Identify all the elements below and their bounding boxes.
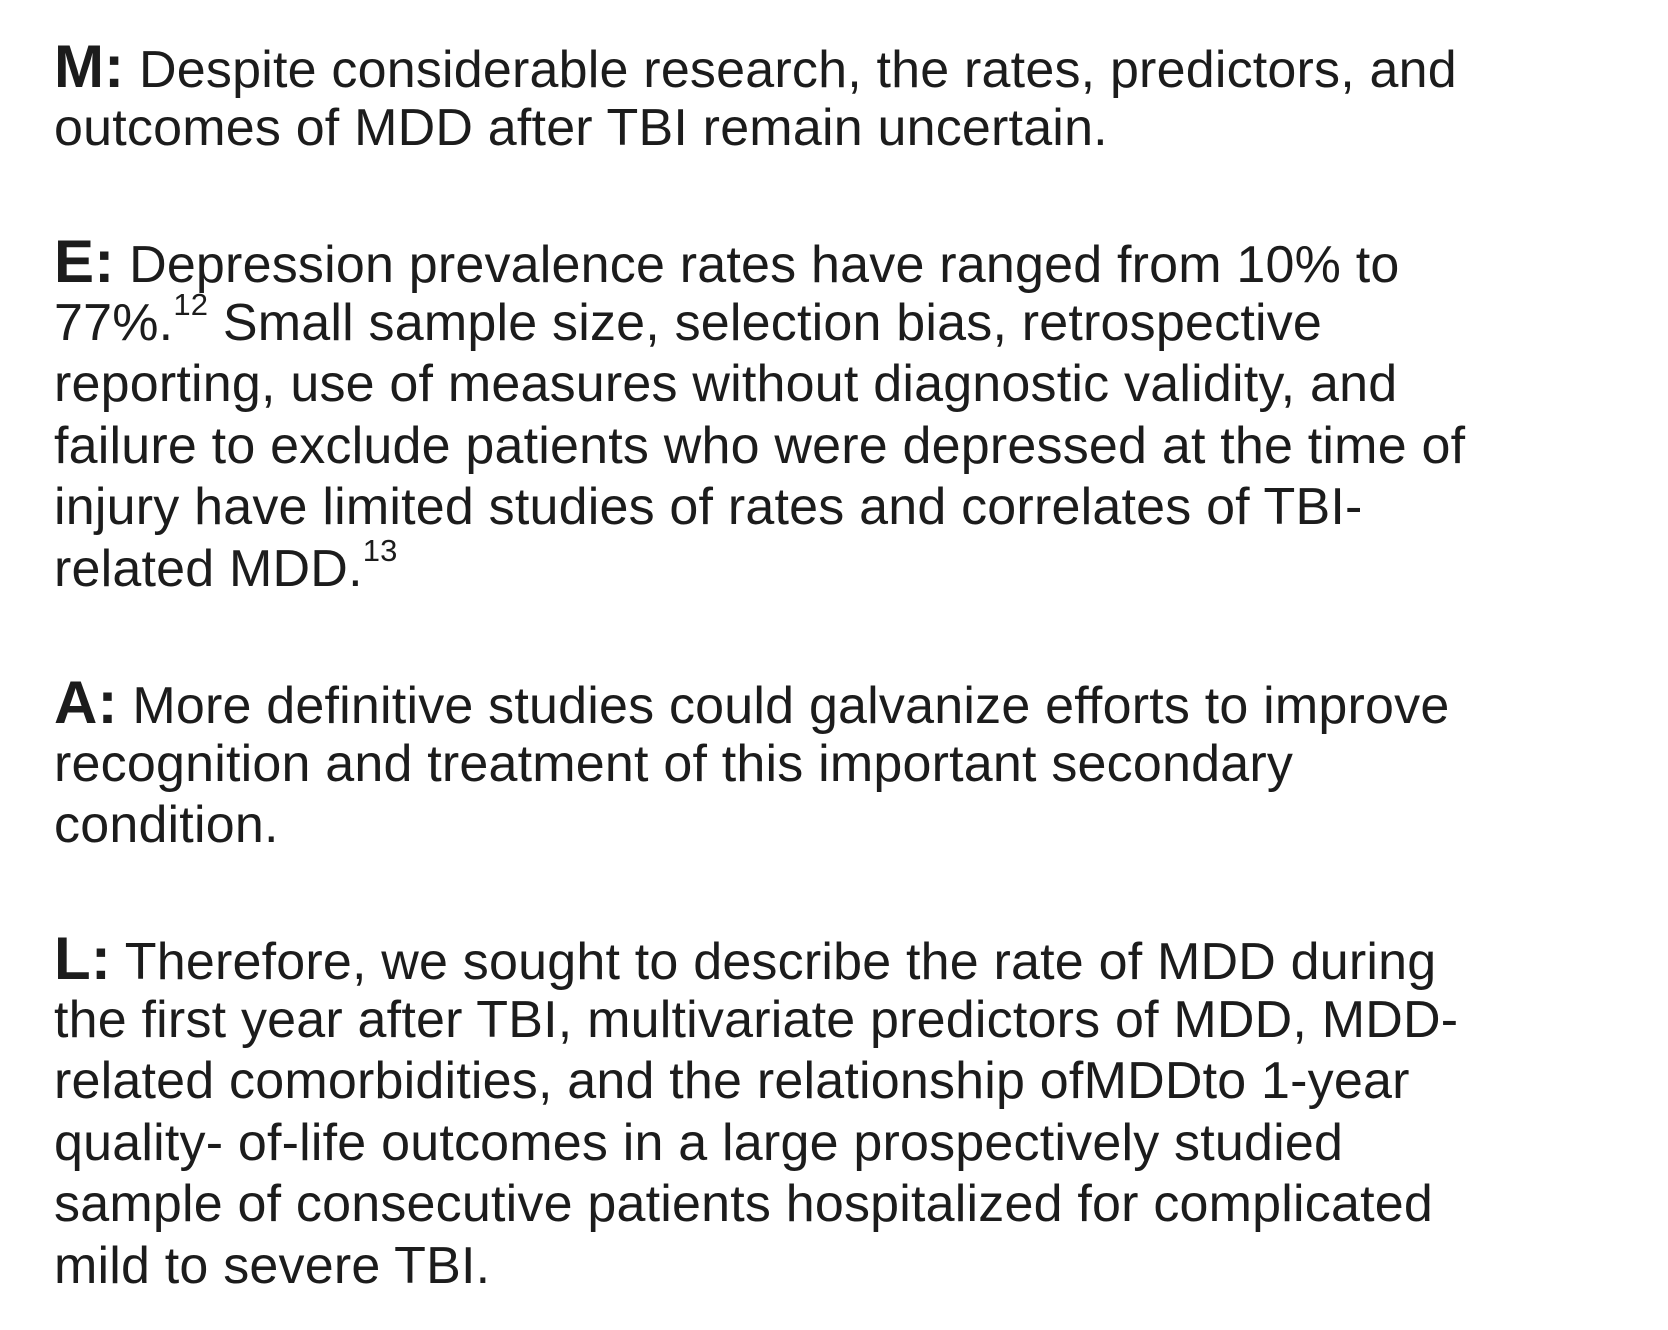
paragraph-m-line-2: outcomes of MDD after TBI remain uncerta… xyxy=(54,98,1108,157)
paragraph-l-line-3: related comorbidities, and the relations… xyxy=(54,1052,1410,1110)
paragraph-e-text-1: Depression prevalence rates have ranged … xyxy=(129,236,1400,294)
paragraph-a-line-3: condition. xyxy=(54,796,279,854)
paragraph-m-text-1: Despite considerable research, the rates… xyxy=(139,41,1457,99)
paragraph-l-letter: L: xyxy=(54,925,112,992)
paragraph-e-line-6: related MDD.13 xyxy=(54,535,1634,601)
paragraph-a: A: More definitive studies could galvani… xyxy=(54,672,1634,857)
paragraph-e-line-1: E: Depression prevalence rates have rang… xyxy=(54,228,1634,295)
reference-13: 13 xyxy=(362,533,398,569)
paragraph-l-text-1: Therefore, we sought to describe the rat… xyxy=(124,933,1437,991)
paragraph-l-line-5: sample of consecutive patients hospitali… xyxy=(54,1175,1433,1233)
paragraph-l-line-6: mild to severe TBI. xyxy=(54,1236,491,1295)
paragraph-l-line-1: L: Therefore, we sought to describe the … xyxy=(54,925,1634,992)
paragraph-e-text-6: related MDD. xyxy=(54,539,363,598)
paragraph-e-line-4: failure to exclude patients who were dep… xyxy=(54,416,1466,475)
paragraph-e-letter: E: xyxy=(54,228,115,295)
paragraph-e-line-2: 77%.12 Small sample size, selection bias… xyxy=(54,289,1634,355)
paragraph-a-line-1: A: More definitive studies could galvani… xyxy=(54,669,1634,736)
paragraph-e-text-2b: Small sample size, selection bias, retro… xyxy=(222,293,1323,352)
paragraph-m: M: Despite considerable research, the ra… xyxy=(54,36,1634,159)
paragraph-m-line-1: M: Despite considerable research, the ra… xyxy=(54,33,1634,100)
paragraph-e-text-2a: 77%. xyxy=(54,293,174,352)
paragraph-a-text-1: More definitive studies could galvanize … xyxy=(132,677,1450,735)
paragraph-l: L: Therefore, we sought to describe the … xyxy=(54,928,1634,1297)
paragraph-l-line-4: quality- of-life outcomes in a large pro… xyxy=(54,1113,1344,1172)
paragraph-e: E: Depression prevalence rates have rang… xyxy=(54,231,1634,600)
paragraph-e-line-5: injury have limited studies of rates and… xyxy=(54,478,1363,536)
paragraph-a-letter: A: xyxy=(54,669,118,736)
paragraph-l-line-2: the first year after TBI, multivariate p… xyxy=(54,990,1459,1049)
reference-12: 12 xyxy=(173,287,209,323)
paragraph-e-line-3: reporting, use of measures without diagn… xyxy=(54,355,1398,413)
paragraph-a-line-2: recognition and treatment of this import… xyxy=(54,734,1294,793)
paragraph-m-letter: M: xyxy=(54,33,125,100)
